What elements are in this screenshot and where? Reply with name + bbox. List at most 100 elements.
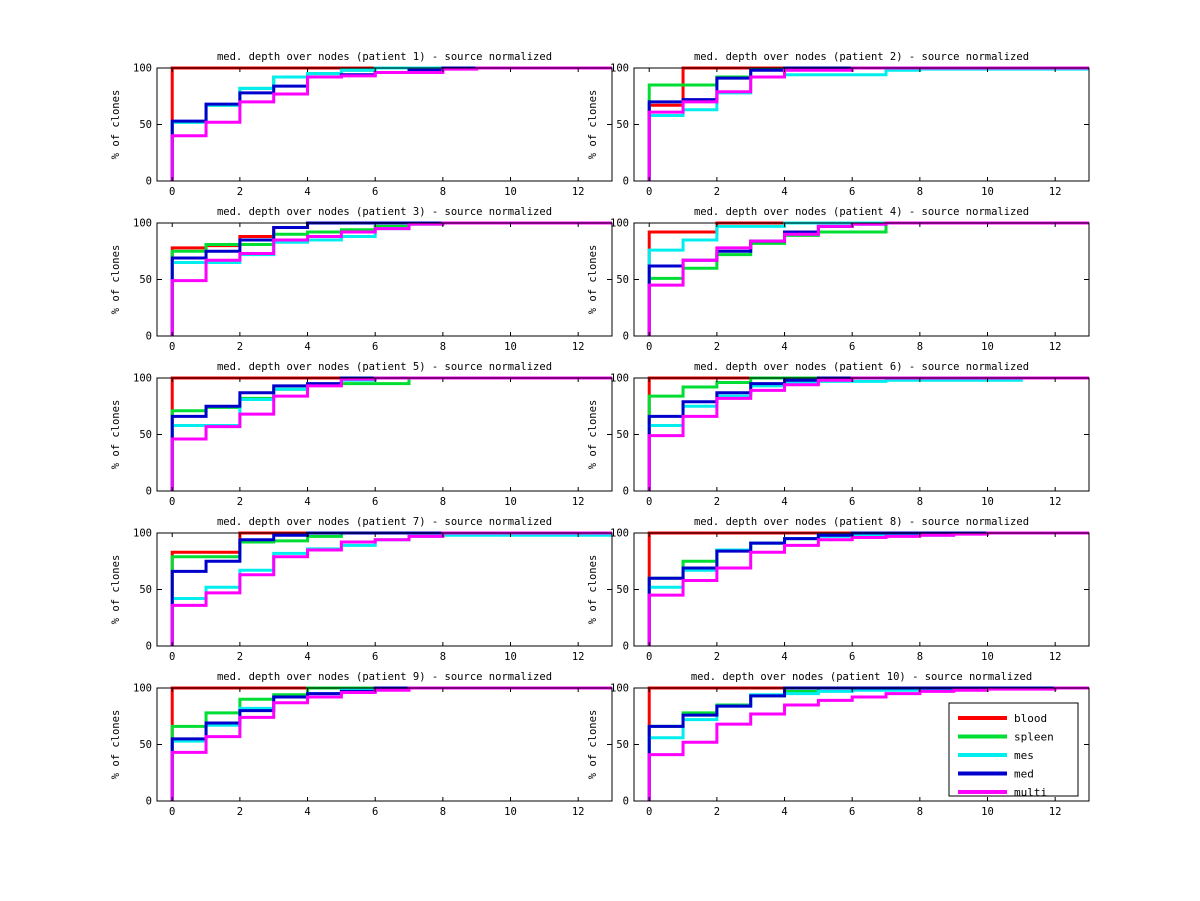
legend: blood spleen mes med multi xyxy=(948,702,1079,799)
series-med-line xyxy=(647,531,1089,646)
y-tick-label: 100 xyxy=(610,528,629,540)
y-tick-label: 100 xyxy=(133,63,152,75)
x-tick-label: 0 xyxy=(169,341,175,353)
chart-title: med. depth over nodes (patient 6) - sour… xyxy=(694,361,1029,373)
y-tick-label: 50 xyxy=(616,584,629,596)
x-tick-label: 10 xyxy=(981,651,994,663)
x-tick-label: 0 xyxy=(646,806,652,818)
chart-patient-5: med. depth over nodes (patient 5) - sour… xyxy=(110,361,613,508)
x-tick-label: 12 xyxy=(1049,806,1062,818)
axes-box xyxy=(156,377,613,492)
y-axis-label: % of clones xyxy=(587,555,599,625)
y-axis-label: % of clones xyxy=(110,710,122,780)
series-spleen-line xyxy=(170,221,612,336)
series-spleen-line xyxy=(170,376,612,491)
x-tick-label: 8 xyxy=(917,496,923,508)
x-tick-label: 6 xyxy=(372,341,378,353)
x-tick-label: 6 xyxy=(372,496,378,508)
y-tick-label: 100 xyxy=(610,63,629,75)
y-tick-label: 0 xyxy=(623,796,629,808)
x-tick-label: 12 xyxy=(1049,341,1062,353)
x-tick-label: 6 xyxy=(849,186,855,198)
x-tick-label: 4 xyxy=(304,186,310,198)
chart-patient-9: med. depth over nodes (patient 9) - sour… xyxy=(110,671,613,818)
series-blood-line xyxy=(170,221,612,336)
legend-label-mes: mes xyxy=(1014,749,1034,762)
x-tick-label: 4 xyxy=(781,806,787,818)
axes-box xyxy=(156,687,613,802)
x-tick-label: 10 xyxy=(981,186,994,198)
series-mes-line xyxy=(647,221,1089,336)
x-tick-label: 8 xyxy=(917,186,923,198)
y-axis-label: % of clones xyxy=(587,400,599,470)
y-tick-label: 50 xyxy=(616,274,629,286)
series-mes-line xyxy=(170,686,612,801)
y-tick-label: 0 xyxy=(623,486,629,498)
series-med-line xyxy=(170,221,612,336)
x-tick-label: 0 xyxy=(646,186,652,198)
y-tick-label: 100 xyxy=(610,683,629,695)
y-tick-label: 0 xyxy=(146,331,152,343)
x-tick-label: 2 xyxy=(237,186,243,198)
x-tick-label: 6 xyxy=(372,651,378,663)
series-mes-line xyxy=(170,376,612,491)
chart-patient-4: med. depth over nodes (patient 4) - sour… xyxy=(587,206,1090,353)
y-tick-label: 100 xyxy=(133,528,152,540)
y-tick-label: 50 xyxy=(616,429,629,441)
chart-patient-2: med. depth over nodes (patient 2) - sour… xyxy=(587,51,1090,198)
y-tick-label: 0 xyxy=(623,641,629,653)
series-spleen-line xyxy=(170,531,612,646)
y-axis-label: % of clones xyxy=(110,555,122,625)
x-tick-label: 8 xyxy=(440,341,446,353)
y-tick-label: 50 xyxy=(139,739,152,751)
x-tick-label: 8 xyxy=(917,806,923,818)
x-tick-label: 0 xyxy=(169,651,175,663)
series-multi-line xyxy=(170,221,612,336)
x-tick-label: 2 xyxy=(714,186,720,198)
x-tick-label: 2 xyxy=(714,806,720,818)
y-tick-label: 100 xyxy=(133,373,152,385)
chart-title: med. depth over nodes (patient 5) - sour… xyxy=(217,361,552,373)
y-tick-label: 0 xyxy=(146,486,152,498)
chart-title: med. depth over nodes (patient 1) - sour… xyxy=(217,51,552,63)
series-med-line xyxy=(170,66,612,181)
x-tick-label: 4 xyxy=(781,496,787,508)
x-tick-label: 4 xyxy=(304,341,310,353)
series-blood-line xyxy=(170,66,612,181)
series-multi-line xyxy=(647,376,1089,491)
x-tick-label: 12 xyxy=(572,496,585,508)
y-axis-label: % of clones xyxy=(587,710,599,780)
chart-patient-1: med. depth over nodes (patient 1) - sour… xyxy=(110,51,613,198)
x-tick-label: 8 xyxy=(440,496,446,508)
series-spleen-line xyxy=(647,531,1089,646)
chart-title: med. depth over nodes (patient 7) - sour… xyxy=(217,516,552,528)
y-axis-label: % of clones xyxy=(110,90,122,160)
y-tick-label: 50 xyxy=(139,119,152,131)
legend-label-blood: blood xyxy=(1014,712,1047,725)
x-tick-label: 4 xyxy=(304,496,310,508)
x-tick-label: 10 xyxy=(504,651,517,663)
y-axis-label: % of clones xyxy=(587,245,599,315)
legend-label-multi: multi xyxy=(1014,786,1047,799)
x-tick-label: 4 xyxy=(781,341,787,353)
chart-patient-10: med. depth over nodes (patient 10) - sou… xyxy=(587,671,1090,818)
x-tick-label: 10 xyxy=(981,806,994,818)
x-tick-label: 2 xyxy=(714,341,720,353)
series-multi-line xyxy=(170,376,612,491)
x-tick-label: 2 xyxy=(237,806,243,818)
chart-title: med. depth over nodes (patient 9) - sour… xyxy=(217,671,552,683)
x-tick-label: 6 xyxy=(849,651,855,663)
axes-box xyxy=(633,532,1090,647)
y-tick-label: 0 xyxy=(146,796,152,808)
x-tick-label: 10 xyxy=(981,496,994,508)
y-tick-label: 50 xyxy=(139,429,152,441)
x-tick-label: 0 xyxy=(646,341,652,353)
x-tick-label: 2 xyxy=(237,496,243,508)
series-blood-line xyxy=(170,531,612,646)
x-tick-label: 6 xyxy=(372,186,378,198)
x-tick-label: 12 xyxy=(1049,651,1062,663)
y-tick-label: 0 xyxy=(623,176,629,188)
x-tick-label: 12 xyxy=(1049,186,1062,198)
